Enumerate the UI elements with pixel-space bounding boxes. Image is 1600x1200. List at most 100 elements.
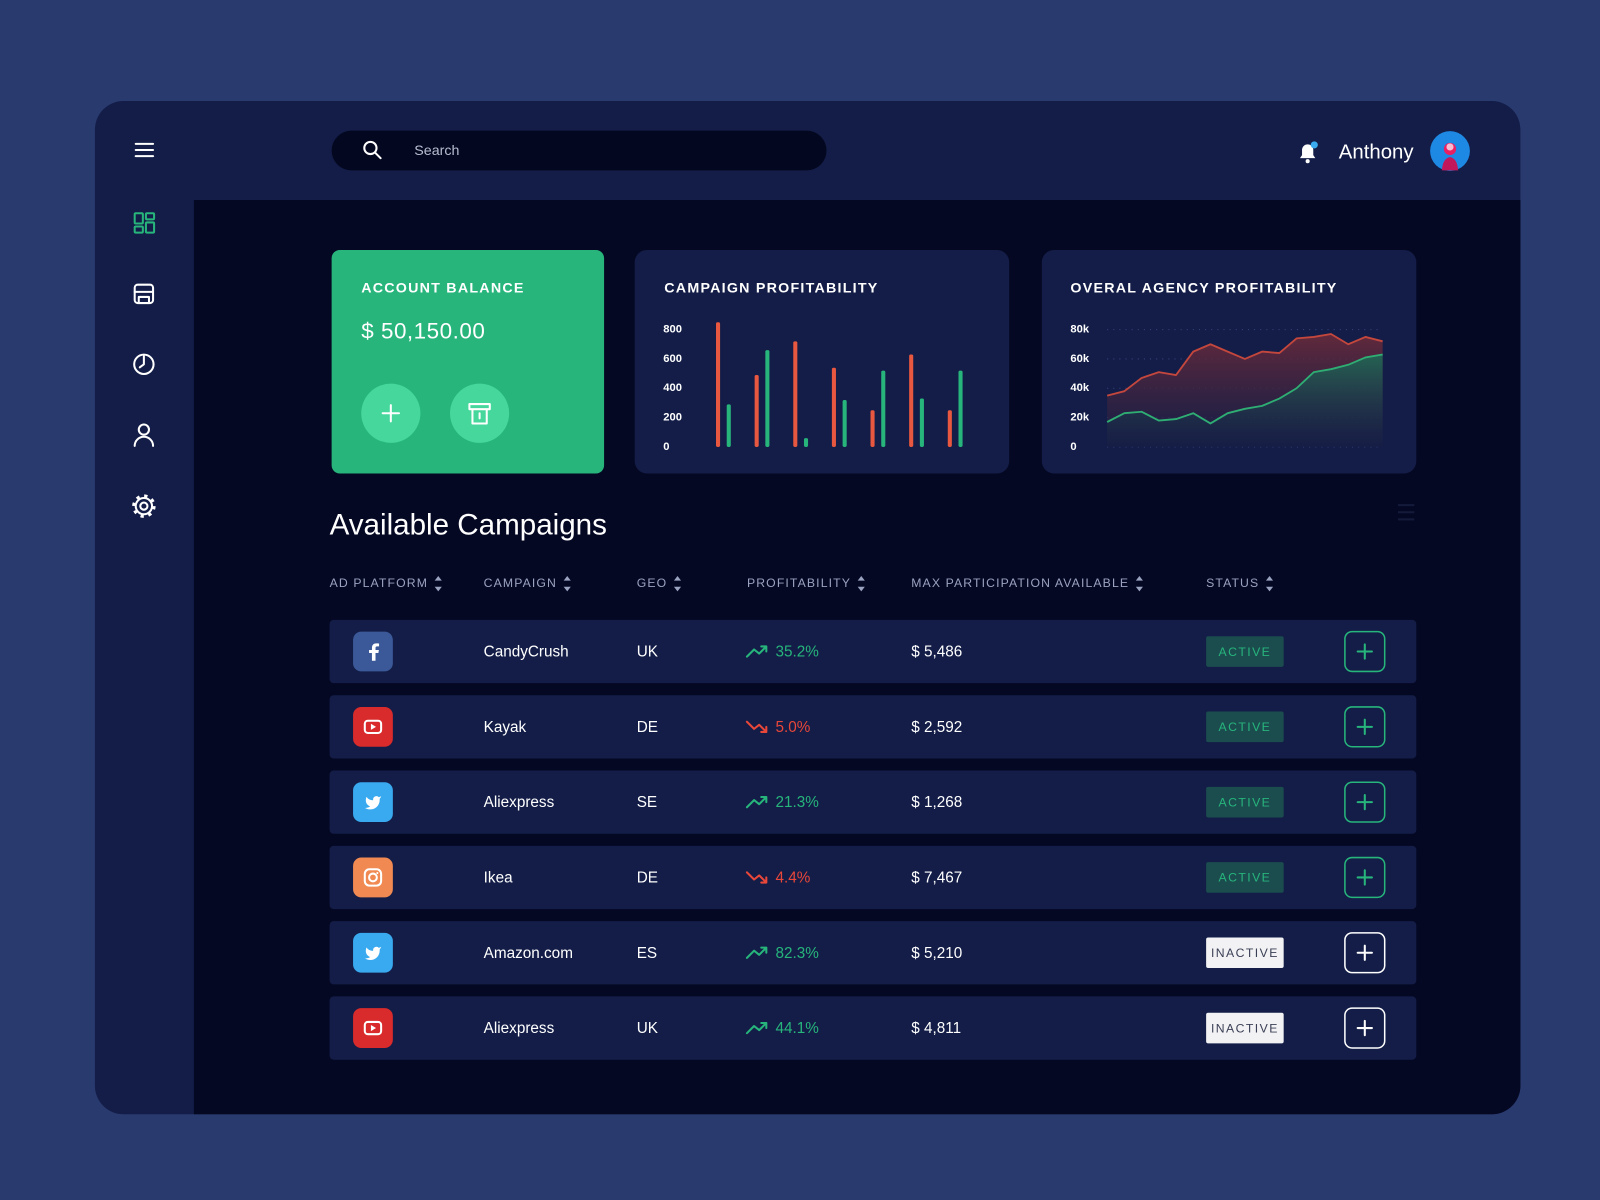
geo: ES: [637, 945, 657, 962]
youtube-glyph: [363, 1020, 383, 1036]
y-tick-label: 600: [663, 353, 682, 365]
search-icon: [363, 140, 382, 160]
geo: DE: [637, 719, 658, 736]
join-button-plus: [1356, 869, 1373, 886]
sort-icon[interactable]: [857, 576, 865, 592]
twitter-glyph: [365, 946, 382, 960]
column-header[interactable]: MAX PARTICIPATION AVAILABLE: [911, 576, 1129, 590]
y-tick-label: 40k: [1070, 382, 1089, 394]
y-tick-label: 800: [663, 324, 682, 336]
y-tick-label: 0: [663, 441, 669, 453]
area-line: [1106, 353, 1383, 425]
platform-glyph: [363, 868, 383, 887]
nav-store[interactable]: [133, 283, 155, 305]
max-participation: $ 2,592: [911, 719, 962, 736]
nav-user[interactable]: [133, 423, 155, 447]
platform-glyph: [363, 1020, 383, 1036]
status-label: INACTIVE: [1211, 946, 1279, 960]
profitability: 4.4%: [776, 870, 811, 887]
bar: [726, 404, 731, 447]
list-view-toggle[interactable]: [1397, 504, 1415, 521]
status-label: INACTIVE: [1211, 1021, 1279, 1035]
trend-up: [745, 946, 768, 959]
join-button[interactable]: [1344, 932, 1386, 974]
bar: [754, 375, 759, 447]
table-row[interactable]: [329, 845, 1417, 910]
join-button-frame: [1344, 781, 1386, 823]
trend-up: [745, 1021, 768, 1035]
menu-button[interactable]: [134, 142, 155, 158]
table-row[interactable]: [329, 996, 1417, 1060]
search-bar[interactable]: [331, 130, 827, 171]
status-badge: [1206, 862, 1284, 893]
sort-icon[interactable]: [563, 576, 571, 592]
campaign-name: CandyCrush: [484, 644, 569, 661]
balance-amount: $ 50,150.00: [361, 319, 485, 344]
profitability: 35.2%: [776, 644, 820, 661]
avatar[interactable]: [1430, 131, 1470, 171]
search-placeholder[interactable]: Search: [414, 143, 459, 159]
withdraw-button[interactable]: [450, 383, 510, 443]
join-button[interactable]: [1344, 706, 1386, 748]
campaign-name: Aliexpress: [484, 794, 555, 811]
column-header[interactable]: GEO: [637, 576, 668, 590]
column-header[interactable]: PROFITABILITY: [747, 576, 851, 590]
geo: SE: [637, 794, 657, 811]
column-header[interactable]: CAMPAIGN: [484, 576, 557, 590]
area-fill: [1107, 354, 1383, 447]
nav-dashboard[interactable]: [133, 212, 156, 234]
platform-glyph: [365, 796, 382, 810]
profitability: 82.3%: [776, 945, 820, 962]
campaign-name: Amazon.com: [484, 945, 573, 962]
profitability: 5.0%: [776, 719, 811, 736]
y-tick-label: 60k: [1070, 353, 1089, 365]
geo: UK: [637, 644, 659, 661]
twitter-glyph: [365, 796, 382, 810]
add-funds-button[interactable]: [361, 383, 421, 443]
sort-icon[interactable]: [1135, 576, 1143, 592]
nav-settings[interactable]: [132, 494, 156, 518]
balance-title: ACCOUNT BALANCE: [361, 281, 524, 297]
table-row[interactable]: [329, 695, 1417, 759]
notification-bell[interactable]: [1300, 141, 1318, 164]
table-row[interactable]: [329, 619, 1417, 684]
join-button[interactable]: [1344, 630, 1386, 673]
section-title: Available Campaigns: [330, 508, 607, 541]
join-button-frame: [1344, 1007, 1386, 1049]
geo: DE: [637, 870, 658, 887]
campaign-name: Aliexpress: [484, 1020, 555, 1037]
trend-down: [745, 720, 768, 733]
table-row[interactable]: [329, 770, 1417, 834]
column-header[interactable]: AD PLATFORM: [330, 576, 428, 590]
bar: [947, 410, 952, 447]
join-button-plus: [1356, 718, 1373, 735]
join-button-plus: [1356, 944, 1373, 961]
user-name[interactable]: Anthony: [1339, 141, 1415, 163]
column-header[interactable]: STATUS: [1206, 576, 1259, 590]
chart-title: OVERAL AGENCY PROFITABILITY: [1070, 281, 1337, 297]
join-button[interactable]: [1344, 856, 1386, 899]
bar: [831, 367, 836, 447]
max-participation: $ 5,210: [911, 945, 962, 962]
join-button-plus: [1356, 793, 1373, 811]
platform-icon: [353, 857, 393, 898]
join-button-frame: [1344, 856, 1386, 899]
youtube-play: [370, 1025, 377, 1032]
sort-icon[interactable]: [434, 576, 442, 592]
join-button-frame: [1344, 706, 1386, 748]
nav-timer[interactable]: [133, 353, 155, 375]
max-participation: $ 7,467: [911, 870, 962, 887]
trend-down: [745, 871, 768, 884]
platform-glyph: [369, 643, 380, 661]
sort-icon[interactable]: [1265, 576, 1274, 592]
profitability: 21.3%: [776, 794, 820, 811]
bar: [958, 370, 963, 447]
youtube-glyph: [363, 719, 383, 734]
join-button[interactable]: [1344, 781, 1386, 823]
platform-glyph: [363, 719, 383, 734]
table-row[interactable]: [329, 921, 1417, 985]
sort-icon[interactable]: [673, 576, 682, 592]
join-button[interactable]: [1344, 1007, 1386, 1049]
